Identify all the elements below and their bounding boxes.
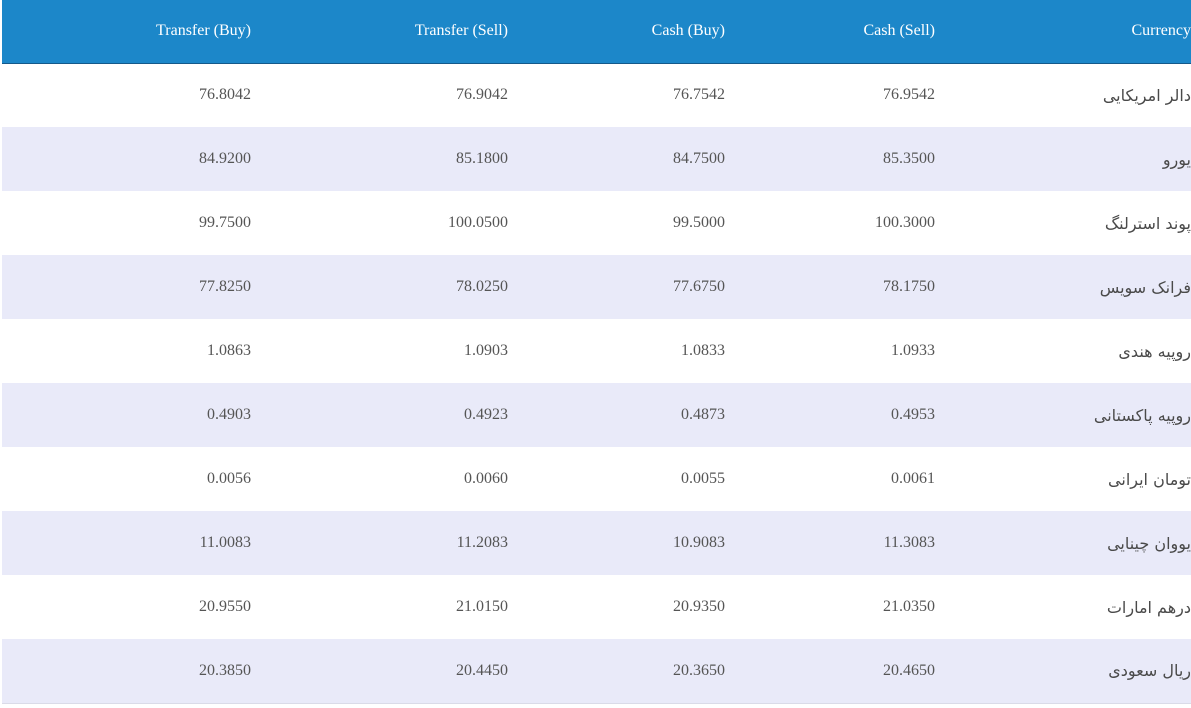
cell-currency: روپیه پاکستانی	[1093, 405, 1191, 425]
cell-currency: یورو	[1162, 149, 1191, 169]
header-currency[interactable]: Currency	[935, 0, 1191, 64]
table-row: 76.8042 76.9042 76.7542 76.9542 دالر امر…	[2, 63, 1191, 127]
cell-cash-sell: 76.9542	[883, 86, 935, 104]
cell-transfer-sell: 100.0500	[448, 214, 508, 231]
table-row: 0.4903 0.4923 0.4873 0.4953 روپیه پاکستا…	[2, 383, 1191, 447]
cell-currency: ریال سعودی	[935, 639, 1191, 704]
cell-transfer-buy: 76.8042	[199, 86, 251, 104]
cell-cash-sell: 0.0061	[891, 470, 935, 487]
table-body: 76.8042 76.9042 76.7542 76.9542 دالر امر…	[2, 63, 1191, 704]
cell-cash-buy: 0.4873	[681, 406, 725, 423]
cell-cash-buy: 0.0055	[681, 470, 725, 487]
cell-cash-buy: 1.0833	[681, 342, 725, 359]
cell-cash-buy: 99.5000	[673, 214, 725, 231]
cell-currency: درهم امارات	[1106, 597, 1191, 617]
table-row: 77.8250 78.0250 77.6750 78.1750 فرانک سو…	[2, 255, 1191, 319]
cell-cash-buy: 20.9350	[673, 598, 725, 615]
header-cash-sell[interactable]: Cash (Sell)	[725, 0, 935, 64]
cell-cash-sell: 0.4953	[891, 406, 935, 423]
cell-currency: یووان چینایی	[1107, 533, 1191, 553]
header-transfer-sell[interactable]: Transfer (Sell)	[251, 0, 508, 64]
cell-transfer-buy: 20.3850	[2, 639, 251, 704]
cell-transfer-sell: 21.0150	[456, 598, 508, 615]
cell-cash-buy: 20.3650	[508, 639, 725, 704]
cell-cash-sell: 100.3000	[875, 214, 935, 231]
table-header: Transfer (Buy) Transfer (Sell) Cash (Buy…	[2, 0, 1191, 64]
header-cash-buy[interactable]: Cash (Buy)	[508, 0, 725, 64]
cell-transfer-buy: 84.9200	[199, 150, 251, 167]
cell-transfer-buy: 0.0056	[207, 470, 251, 487]
cell-transfer-sell: 0.4923	[464, 406, 508, 423]
cell-transfer-sell: 20.4450	[251, 639, 508, 704]
cell-currency: فرانک سویس	[1099, 277, 1191, 297]
cell-cash-buy: 77.6750	[673, 278, 725, 295]
cell-currency: دالر امریکایی	[1102, 85, 1191, 105]
cell-transfer-sell: 78.0250	[456, 278, 508, 295]
cell-transfer-sell: 1.0903	[464, 342, 508, 359]
cell-currency: پوند استرلنگ	[1104, 213, 1191, 233]
cell-transfer-sell: 11.2083	[456, 534, 508, 551]
cell-transfer-sell: 85.1800	[456, 150, 508, 167]
cell-cash-sell: 11.3083	[883, 534, 935, 551]
cell-transfer-buy: 20.9550	[199, 598, 251, 615]
cell-transfer-buy: 0.4903	[207, 406, 251, 423]
table-row: 0.0056 0.0060 0.0055 0.0061 تومان ایرانی	[2, 447, 1191, 511]
cell-cash-sell: 85.3500	[883, 150, 935, 167]
cell-transfer-buy: 77.8250	[199, 278, 251, 295]
table-row: 11.0083 11.2083 10.9083 11.3083 یووان چی…	[2, 511, 1191, 575]
cell-cash-sell: 21.0350	[883, 598, 935, 615]
table-row: 20.9550 21.0150 20.9350 21.0350 درهم اما…	[2, 575, 1191, 639]
header-row: Transfer (Buy) Transfer (Sell) Cash (Buy…	[2, 0, 1191, 64]
table-row: 20.3850 20.4450 20.3650 20.4650 ریال سعو…	[2, 639, 1191, 704]
cell-transfer-buy: 11.0083	[199, 534, 251, 551]
header-transfer-buy[interactable]: Transfer (Buy)	[2, 0, 251, 64]
cell-cash-sell: 1.0933	[891, 342, 935, 359]
cell-currency: روپیه هندی	[1118, 341, 1191, 361]
cell-cash-sell: 20.4650	[725, 639, 935, 704]
cell-cash-sell: 78.1750	[883, 278, 935, 295]
cell-transfer-sell: 76.9042	[456, 86, 508, 104]
cell-transfer-buy: 99.7500	[199, 214, 251, 231]
table-row: 1.0863 1.0903 1.0833 1.0933 روپیه هندی	[2, 319, 1191, 383]
cell-cash-buy: 76.7542	[673, 86, 725, 104]
cell-cash-buy: 10.9083	[673, 534, 725, 551]
cell-transfer-sell: 0.0060	[464, 470, 508, 487]
table-row: 84.9200 85.1800 84.7500 85.3500 یورو	[2, 127, 1191, 191]
cell-currency: تومان ایرانی	[1108, 469, 1191, 489]
cell-cash-buy: 84.7500	[673, 150, 725, 167]
table-row: 99.7500 100.0500 99.5000 100.3000 پوند ا…	[2, 191, 1191, 255]
cell-transfer-buy: 1.0863	[207, 342, 251, 359]
